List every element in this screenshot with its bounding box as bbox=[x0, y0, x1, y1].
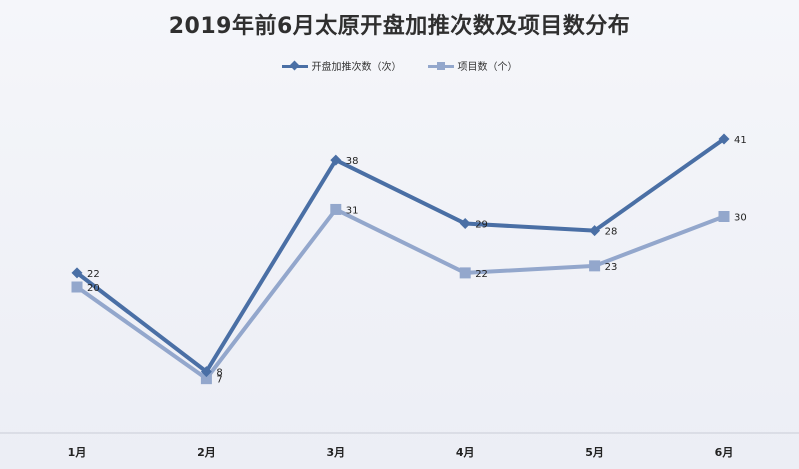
series-marker-0 bbox=[330, 154, 342, 166]
legend-item-projects: 项目数（个） bbox=[427, 58, 518, 73]
legend-label-projects: 项目数（个） bbox=[457, 62, 518, 73]
data-label: 38 bbox=[346, 156, 359, 167]
data-label: 8 bbox=[216, 368, 222, 379]
series-marker-0 bbox=[718, 133, 730, 145]
x-tick-label: 1月 bbox=[68, 446, 87, 459]
data-label: 30 bbox=[734, 213, 747, 224]
series-line-1 bbox=[75, 207, 726, 381]
data-label: 41 bbox=[734, 135, 747, 146]
data-label: 23 bbox=[605, 262, 618, 273]
x-tick-label: 3月 bbox=[326, 446, 345, 459]
series-marker-1 bbox=[589, 260, 601, 272]
data-label: 22 bbox=[87, 269, 100, 280]
x-tick-label: 4月 bbox=[456, 446, 475, 459]
series-marker-1 bbox=[71, 281, 83, 293]
data-label: 28 bbox=[605, 227, 618, 238]
data-label: 31 bbox=[346, 205, 359, 216]
series-marker-0 bbox=[200, 366, 212, 378]
series-marker-0 bbox=[71, 267, 83, 279]
series-line-0 bbox=[75, 136, 726, 374]
x-tick-label: 2月 bbox=[197, 446, 216, 459]
x-tick-label: 5月 bbox=[585, 446, 604, 459]
series-marker-1 bbox=[330, 203, 342, 215]
legend-swatch-openings bbox=[281, 61, 308, 71]
data-label: 29 bbox=[475, 220, 488, 231]
legend-swatch-projects bbox=[427, 61, 454, 71]
series-marker-0 bbox=[459, 218, 471, 230]
data-label: 7 bbox=[216, 375, 222, 386]
x-tick-label: 6月 bbox=[715, 446, 734, 459]
legend: 开盘加推次数（次） 项目数（个） bbox=[0, 58, 799, 73]
data-label: 20 bbox=[87, 283, 100, 294]
series-marker-1 bbox=[718, 211, 730, 222]
legend-item-openings: 开盘加推次数（次） bbox=[281, 58, 402, 73]
data-label: 22 bbox=[475, 269, 488, 280]
chart-title: 2019年前6月太原开盘加推次数及项目数分布 bbox=[168, 14, 631, 39]
series-marker-1 bbox=[200, 373, 212, 385]
series-marker-1 bbox=[459, 267, 471, 279]
legend-label-openings: 开盘加推次数（次） bbox=[311, 62, 402, 73]
series-marker-0 bbox=[589, 225, 601, 237]
